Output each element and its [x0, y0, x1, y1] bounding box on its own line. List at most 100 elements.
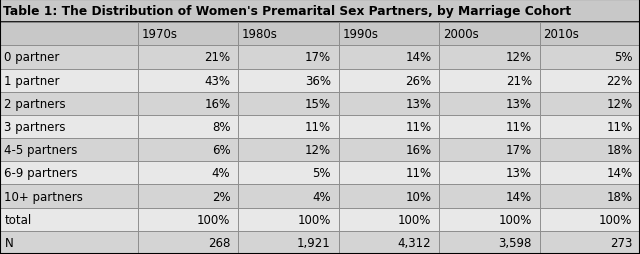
- Text: 1990s: 1990s: [342, 28, 378, 41]
- Text: 4-5 partners: 4-5 partners: [4, 144, 78, 156]
- Text: 2010s: 2010s: [543, 28, 579, 41]
- Bar: [339, 208, 439, 231]
- Bar: [339, 162, 439, 185]
- Text: 13%: 13%: [405, 98, 431, 110]
- Text: 17%: 17%: [305, 51, 331, 64]
- Text: 100%: 100%: [398, 213, 431, 226]
- Bar: [238, 92, 339, 116]
- Bar: [0, 116, 138, 138]
- Bar: [138, 69, 238, 92]
- Text: 11%: 11%: [305, 121, 331, 133]
- Bar: [238, 69, 339, 92]
- Bar: [540, 185, 640, 208]
- Bar: [238, 231, 339, 254]
- Bar: [339, 23, 439, 46]
- Bar: [138, 208, 238, 231]
- Text: 100%: 100%: [599, 213, 632, 226]
- Bar: [540, 208, 640, 231]
- Bar: [439, 116, 540, 138]
- Text: 14%: 14%: [506, 190, 532, 203]
- Bar: [339, 46, 439, 69]
- Bar: [0, 185, 138, 208]
- Text: 13%: 13%: [506, 98, 532, 110]
- Bar: [439, 138, 540, 162]
- Bar: [238, 208, 339, 231]
- Text: 3 partners: 3 partners: [4, 121, 66, 133]
- Text: 1970s: 1970s: [141, 28, 177, 41]
- Bar: [439, 23, 540, 46]
- Text: 2%: 2%: [212, 190, 230, 203]
- Text: 16%: 16%: [204, 98, 230, 110]
- Text: 100%: 100%: [298, 213, 331, 226]
- Text: 1,921: 1,921: [297, 236, 331, 249]
- Text: 268: 268: [208, 236, 230, 249]
- Bar: [0, 46, 138, 69]
- Bar: [0, 162, 138, 185]
- Text: 4%: 4%: [312, 190, 331, 203]
- Bar: [540, 69, 640, 92]
- Text: 11%: 11%: [405, 167, 431, 180]
- Text: 36%: 36%: [305, 74, 331, 87]
- Text: 13%: 13%: [506, 167, 532, 180]
- Bar: [339, 116, 439, 138]
- Text: 12%: 12%: [506, 51, 532, 64]
- Text: 1 partner: 1 partner: [4, 74, 60, 87]
- Bar: [238, 185, 339, 208]
- Text: 16%: 16%: [405, 144, 431, 156]
- Bar: [238, 138, 339, 162]
- Text: 6%: 6%: [212, 144, 230, 156]
- Bar: [238, 23, 339, 46]
- Bar: [540, 92, 640, 116]
- Bar: [0, 23, 138, 46]
- Text: 100%: 100%: [197, 213, 230, 226]
- Text: 21%: 21%: [204, 51, 230, 64]
- Bar: [339, 69, 439, 92]
- Text: 5%: 5%: [312, 167, 331, 180]
- Text: 2000s: 2000s: [443, 28, 479, 41]
- Text: 11%: 11%: [405, 121, 431, 133]
- Text: 12%: 12%: [305, 144, 331, 156]
- Text: 18%: 18%: [606, 144, 632, 156]
- Bar: [138, 185, 238, 208]
- Text: 3,598: 3,598: [499, 236, 532, 249]
- Text: 26%: 26%: [405, 74, 431, 87]
- Bar: [540, 231, 640, 254]
- Bar: [439, 208, 540, 231]
- Text: 18%: 18%: [606, 190, 632, 203]
- Bar: [339, 185, 439, 208]
- Text: 10+ partners: 10+ partners: [4, 190, 83, 203]
- Bar: [439, 162, 540, 185]
- Text: 100%: 100%: [499, 213, 532, 226]
- Bar: [540, 116, 640, 138]
- Text: 22%: 22%: [606, 74, 632, 87]
- Bar: [439, 92, 540, 116]
- Bar: [439, 69, 540, 92]
- Text: 12%: 12%: [606, 98, 632, 110]
- Text: 1980s: 1980s: [242, 28, 278, 41]
- Text: 11%: 11%: [506, 121, 532, 133]
- Text: 4%: 4%: [212, 167, 230, 180]
- Bar: [138, 138, 238, 162]
- Text: 14%: 14%: [606, 167, 632, 180]
- Bar: [339, 231, 439, 254]
- Bar: [540, 46, 640, 69]
- Bar: [439, 185, 540, 208]
- Bar: [540, 138, 640, 162]
- Bar: [0, 138, 138, 162]
- Text: Table 1: The Distribution of Women's Premarital Sex Partners, by Marriage Cohort: Table 1: The Distribution of Women's Pre…: [3, 5, 572, 18]
- Bar: [439, 231, 540, 254]
- Bar: [238, 162, 339, 185]
- Text: 43%: 43%: [204, 74, 230, 87]
- Text: 17%: 17%: [506, 144, 532, 156]
- Text: 2 partners: 2 partners: [4, 98, 66, 110]
- Bar: [540, 162, 640, 185]
- Text: 6-9 partners: 6-9 partners: [4, 167, 78, 180]
- Bar: [0, 92, 138, 116]
- Bar: [138, 162, 238, 185]
- Bar: [0, 0, 640, 23]
- Bar: [439, 46, 540, 69]
- Bar: [138, 92, 238, 116]
- Text: 15%: 15%: [305, 98, 331, 110]
- Bar: [540, 23, 640, 46]
- Text: 14%: 14%: [405, 51, 431, 64]
